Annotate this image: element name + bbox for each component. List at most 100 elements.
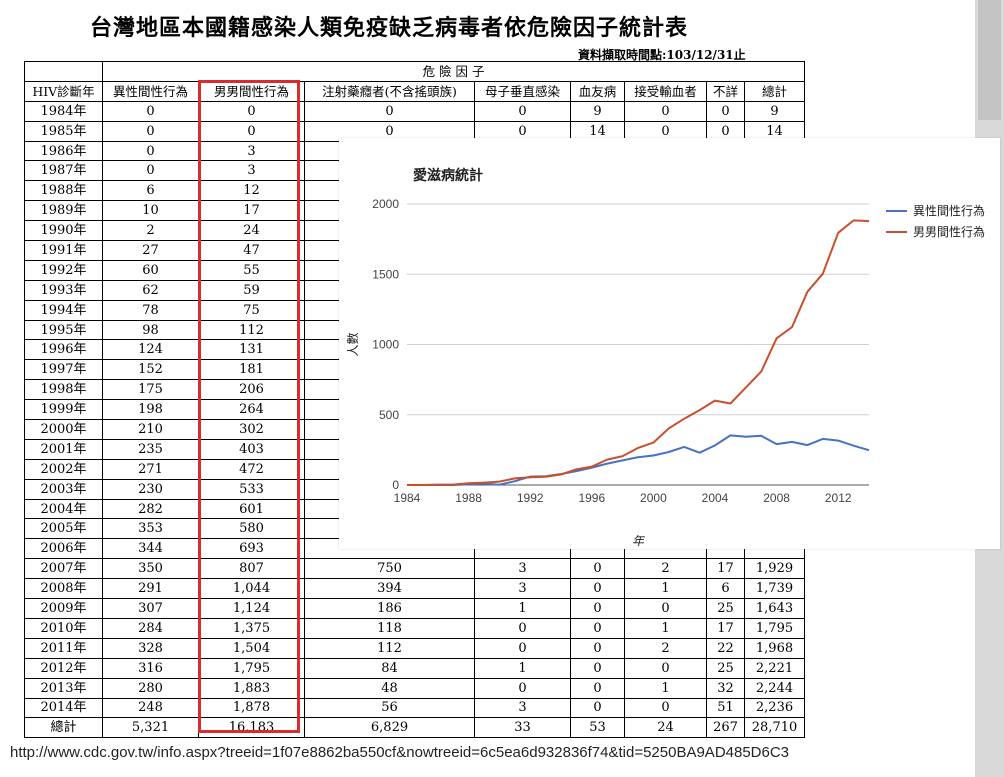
table-cell: 0 (570, 657, 625, 679)
table-cell: 51 (706, 697, 745, 719)
table-cell: 9 (570, 100, 625, 122)
table-cell: 2 (102, 220, 199, 242)
table-cell: 353 (102, 518, 199, 540)
table-cell: 1,044 (198, 578, 305, 600)
table-cell: 47 (198, 240, 305, 261)
x-tick-label: 2008 (763, 491, 790, 505)
series-line-msm (407, 219, 870, 486)
table-cell: 394 (304, 578, 475, 600)
table-cell: 2010年 (24, 617, 103, 639)
table-cell: 1987年 (24, 160, 103, 182)
table-cell: 1997年 (24, 359, 103, 381)
page-title: 台灣地區本國籍感染人類免疫缺乏病毒者依危險因子統計表 (90, 15, 689, 41)
header-blank (24, 61, 103, 82)
table-cell: 0 (474, 677, 571, 699)
table-cell: 0 (624, 100, 707, 122)
table-cell: 0 (570, 558, 625, 580)
table-cell: 1992年 (24, 259, 103, 281)
table-cell: 98 (102, 319, 199, 341)
table-cell: 280 (102, 677, 199, 699)
table-cell: 693 (198, 538, 305, 560)
x-tick-label: 2012 (825, 491, 852, 505)
legend-label: 男男間性行為 (913, 225, 985, 239)
table-cell: 22 (706, 637, 745, 659)
table-cell: 1,929 (743, 558, 806, 580)
table-cell: 17 (706, 558, 745, 580)
table-cell: 0 (474, 100, 571, 122)
table-cell: 0 (624, 697, 707, 719)
table-row: 1985年 0 0 0 0 14 0 0 14 (24, 120, 806, 142)
table-row: 2013年 280 1,883 48 0 0 1 32 2,244 (24, 677, 806, 699)
x-tick-label: 1992 (517, 491, 544, 505)
table-cell: 9 (743, 100, 806, 122)
column-header: 總計 (743, 80, 806, 102)
total-cell: 總計 (24, 717, 103, 739)
table-cell: 27 (102, 240, 199, 261)
table-cell: 328 (102, 637, 199, 659)
table-cell: 6 (102, 180, 199, 202)
table-cell: 2,221 (743, 657, 806, 679)
table-cell: 25 (706, 657, 745, 679)
table-cell: 3 (474, 578, 571, 600)
table-cell: 2000年 (24, 419, 103, 440)
table-cell: 0 (706, 100, 745, 122)
table-cell: 0 (102, 140, 199, 162)
table-cell: 601 (198, 498, 305, 520)
table-cell: 0 (304, 100, 475, 122)
table-row: 2007年 350 807 750 3 0 2 17 1,929 (24, 558, 806, 580)
table-cell: 0 (570, 637, 625, 659)
column-header: 接受輸血者 (624, 80, 707, 102)
table-row: 2012年 316 1,795 84 1 0 0 25 2,221 (24, 657, 806, 679)
table-cell: 24 (198, 220, 305, 242)
table-cell: 1,504 (198, 637, 305, 659)
total-cell: 5,321 (102, 717, 199, 739)
table-cell: 580 (198, 518, 305, 540)
column-header: 血友病 (570, 80, 625, 102)
table-cell: 198 (102, 399, 199, 421)
table-cell: 0 (570, 677, 625, 699)
column-header: 異性間性行為 (102, 80, 199, 102)
table-cell: 1,795 (198, 657, 305, 679)
table-cell: 25 (706, 598, 745, 619)
table-row: 2009年 307 1,124 186 1 0 0 25 1,643 (24, 598, 806, 619)
table-cell: 0 (102, 100, 199, 122)
y-tick-label: 1500 (372, 267, 399, 281)
table-cell: 78 (102, 299, 199, 321)
line-chart: 愛滋病統計 0 500 1000 1500 2000 1984 1988 1992 1996 200… (346, 167, 985, 548)
table-cell: 2014年 (24, 697, 103, 719)
total-cell: 33 (474, 717, 571, 739)
table-cell: 0 (570, 598, 625, 619)
total-cell: 267 (706, 717, 745, 739)
table-cell: 307 (102, 598, 199, 619)
table-cell: 344 (102, 538, 199, 560)
table-cell: 186 (304, 598, 475, 619)
table-row: 2014年 248 1,878 56 3 0 0 51 2,236 (24, 697, 806, 719)
table-cell: 2004年 (24, 498, 103, 520)
table-cell: 1,878 (198, 697, 305, 719)
x-tick-label: 1988 (455, 491, 482, 505)
series-line-heterosexual (407, 434, 870, 486)
risk-factor-group-header: 危 險 因 子 (101, 61, 806, 82)
table-cell: 1994年 (24, 299, 103, 321)
table-cell: 807 (198, 558, 305, 580)
table-cell: 48 (304, 677, 475, 699)
table-cell: 75 (198, 299, 305, 321)
table-cell: 32 (706, 677, 745, 699)
table-cell: 1 (474, 598, 571, 619)
table-cell: 2003年 (24, 478, 103, 500)
table-cell: 2002年 (24, 458, 103, 480)
table-cell: 0 (102, 120, 199, 142)
table-cell: 0 (102, 160, 199, 182)
table-row: 2010年 284 1,375 118 0 0 1 17 1,795 (24, 617, 806, 639)
y-tick-label: 0 (392, 478, 399, 492)
total-cell: 6,829 (304, 717, 475, 739)
table-cell: 112 (198, 319, 305, 341)
table-cell: 206 (198, 379, 305, 401)
table-cell: 2005年 (24, 518, 103, 540)
table-cell: 175 (102, 379, 199, 401)
table-cell: 118 (304, 617, 475, 639)
table-cell: 1 (624, 578, 707, 600)
table-cell: 403 (198, 438, 305, 460)
table-cell: 3 (474, 558, 571, 580)
scrollbar-thumb[interactable] (978, 0, 1001, 120)
